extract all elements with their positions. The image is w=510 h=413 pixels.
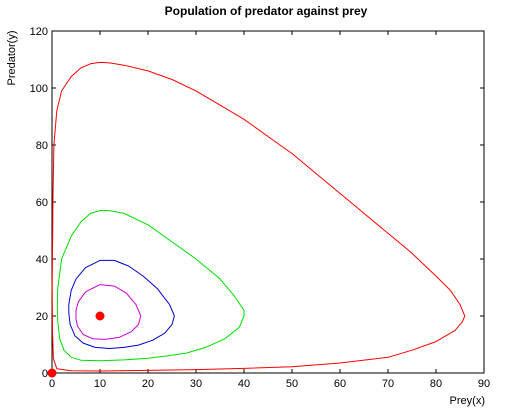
y-tick-label: 60 xyxy=(36,197,48,209)
y-axis-label: Predator(y) xyxy=(6,30,18,85)
y-tick-label: 120 xyxy=(30,26,48,38)
plot-area: 0 10 20 30 40 50 60 70 80 90 0 20 40 60 80 100 120 xyxy=(30,26,490,390)
x-tick-label: 80 xyxy=(430,378,442,390)
orbit-line-3 xyxy=(68,259,175,349)
y-tick-label: 80 xyxy=(36,140,48,152)
x-axis-label: Prey(x) xyxy=(450,395,485,407)
x-tick-label: 60 xyxy=(334,378,346,390)
y-tick-label: 40 xyxy=(36,254,48,266)
y-tick-label: 20 xyxy=(36,311,48,323)
x-tick-label: 30 xyxy=(190,378,202,390)
x-tick-label: 20 xyxy=(142,378,154,390)
axes-box xyxy=(51,30,485,374)
x-tick-label: 40 xyxy=(238,378,250,390)
chart-title: Population of predator against prey xyxy=(165,4,368,18)
orbit-line-1 xyxy=(51,61,466,372)
orbit-line-4 xyxy=(75,284,142,340)
x-tick-label: 10 xyxy=(94,378,106,390)
equilibrium-marker-2 xyxy=(47,368,57,378)
y-tick-label: 100 xyxy=(30,83,48,95)
x-tick-label: 0 xyxy=(49,378,55,390)
orbit-line-2 xyxy=(56,210,245,362)
x-tick-label: 90 xyxy=(478,378,490,390)
x-tick-label: 50 xyxy=(286,378,298,390)
x-tick-label: 70 xyxy=(382,378,394,390)
y-tick-label: 0 xyxy=(42,368,48,380)
equilibrium-marker-1 xyxy=(95,311,105,321)
